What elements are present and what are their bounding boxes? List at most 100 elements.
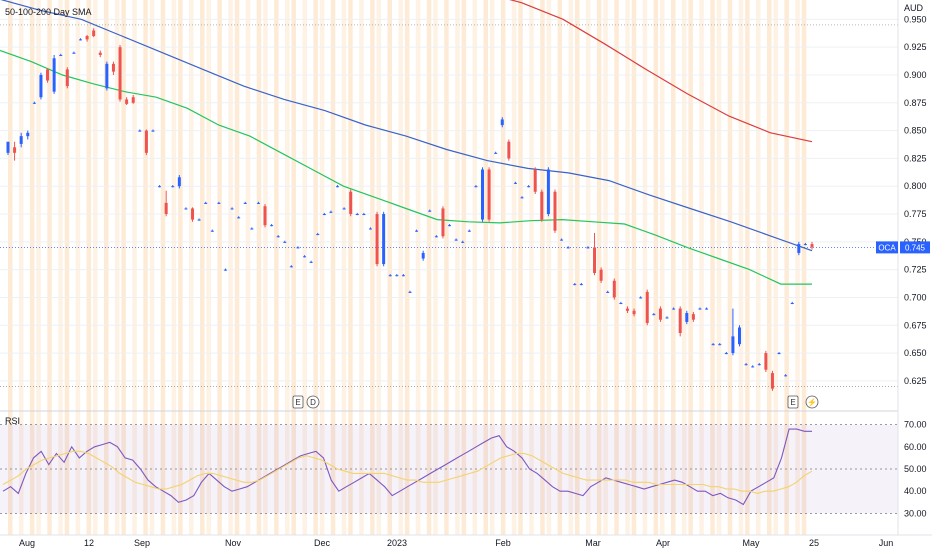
candle (731, 308, 735, 356)
candle (527, 185, 531, 188)
candle (13, 141, 17, 161)
candle-body (151, 130, 155, 132)
price-tick-label: 0.875 (904, 98, 927, 108)
candle (59, 53, 63, 57)
candle-body (223, 269, 227, 271)
candle (375, 211, 379, 267)
candle (125, 97, 129, 106)
price-tick-label: 0.925 (904, 42, 927, 52)
shading-band (114, 0, 120, 535)
candle-body (362, 214, 366, 216)
candle (645, 289, 649, 326)
candle-body (263, 206, 267, 226)
candle (316, 232, 320, 236)
candle (270, 224, 274, 227)
shading-band (217, 0, 222, 535)
shading-band (773, 0, 778, 535)
candle (566, 246, 570, 249)
candle-body (619, 303, 623, 305)
candle (362, 212, 366, 216)
candle-body (797, 244, 801, 253)
shading-band (18, 0, 24, 535)
shading-band (433, 0, 438, 535)
candle-body (487, 169, 491, 220)
candle-body (13, 147, 17, 153)
candle-body (639, 297, 643, 299)
shading-band (121, 0, 126, 535)
shading-band (359, 0, 364, 535)
shading-band (540, 0, 545, 535)
labels: 0.950 0.925 0.900 0.875 0.850 0.825 0.800 0.775… (5, 3, 930, 548)
candle (586, 246, 590, 249)
candle-body (329, 211, 333, 213)
rsi-tick-label: 50.00 (904, 464, 927, 474)
candle-body (527, 186, 531, 188)
candle (276, 235, 280, 238)
candle (250, 227, 254, 230)
shading-band (511, 0, 517, 535)
split-icon-label: ⚡ (807, 397, 817, 407)
candle (19, 132, 23, 148)
candle-body (98, 52, 102, 55)
candle-body (289, 266, 293, 268)
candle (487, 167, 491, 222)
candle (652, 313, 656, 316)
shading-band (178, 0, 183, 535)
candle-body (546, 169, 550, 215)
candle (691, 311, 695, 322)
candle (256, 201, 260, 205)
candle-body (171, 186, 175, 188)
candle (39, 72, 43, 100)
candle (612, 278, 616, 300)
candle (593, 232, 597, 276)
candle (243, 201, 247, 205)
candle-body (698, 308, 702, 310)
rsi-title: RSI (5, 416, 20, 426)
candle-body (111, 63, 115, 72)
shading-band (58, 0, 63, 535)
candle (619, 301, 623, 305)
shading-band (461, 0, 467, 535)
shading-band (784, 0, 789, 535)
shading-band (681, 0, 687, 535)
candle (672, 307, 676, 310)
candle-body (586, 247, 590, 249)
candle-body (355, 214, 359, 216)
candle-body (342, 208, 346, 210)
candle-body (658, 308, 662, 320)
shading-band (716, 0, 722, 535)
candle-body (625, 308, 629, 311)
candle-body (606, 291, 610, 293)
candle-body (744, 364, 748, 366)
shading-band (228, 0, 233, 535)
candle (507, 139, 511, 161)
candle-body (32, 102, 36, 104)
shading-band (75, 0, 81, 535)
candle (520, 196, 524, 199)
candle (296, 246, 300, 249)
earnings-icon-label: E (790, 398, 795, 407)
candle-body (309, 261, 313, 263)
shading-band (341, 0, 347, 535)
candle (197, 218, 201, 221)
candle (757, 363, 761, 366)
shading-band (727, 0, 733, 535)
candle-body (784, 375, 788, 377)
candle (724, 351, 728, 355)
candle-body (461, 241, 465, 243)
candle (78, 38, 82, 41)
shading-band (143, 0, 148, 535)
candle-body (764, 353, 768, 370)
candle (770, 370, 774, 391)
candle (151, 129, 155, 132)
shading-band (274, 0, 279, 535)
candle-body (336, 186, 340, 188)
shading-band (132, 0, 137, 535)
shading-band (625, 0, 630, 535)
candle (177, 175, 181, 189)
time-tick-label: 12 (84, 538, 94, 548)
price-tick-label: 0.850 (904, 126, 927, 136)
time-tick-label: 25 (809, 538, 819, 548)
